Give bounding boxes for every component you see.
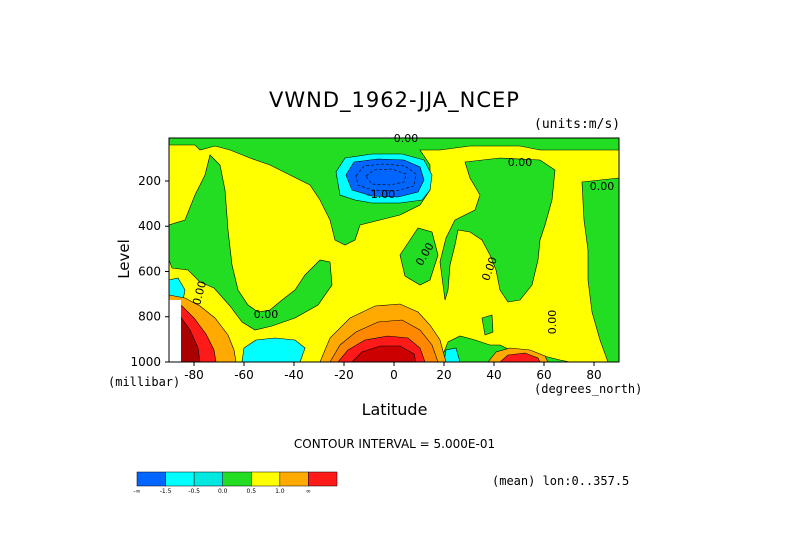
field-red-east	[499, 352, 541, 362]
field-darkred-central	[351, 345, 417, 362]
field-blue-top	[345, 158, 425, 198]
contour-label: 0.00	[394, 132, 419, 145]
colorbar: -∞ -1.5 -0.5 0.0 0.5 1.0 ∞	[133, 471, 338, 495]
contour-field	[169, 138, 619, 362]
colorbar-bin-red	[308, 471, 338, 487]
colorbar-bin-turquoise	[193, 471, 223, 487]
contour-dashed-2	[365, 168, 407, 186]
y-axis-unit: (millibar)	[108, 375, 181, 389]
x-axis-label: Latitude	[361, 400, 428, 419]
contour-label: 0.00	[508, 156, 533, 169]
y-tick-label: 800	[138, 310, 161, 324]
y-tick-label: 200	[138, 174, 161, 188]
x-axis: -80 -60 -40 -20 0 20 40 60 80	[184, 362, 602, 382]
field-green-center	[399, 227, 439, 286]
x-tick-label: -20	[334, 368, 354, 382]
x-axis-unit: (degrees_north)	[534, 382, 643, 396]
field-green-patch	[481, 314, 494, 336]
chart-title: VWND_1962-JJA_NCEP	[269, 88, 520, 112]
units-label: (units:m/s)	[534, 117, 621, 132]
x-tick-label: -80	[184, 368, 204, 382]
colorbar-label: -∞	[133, 488, 140, 495]
field-missing	[169, 300, 181, 362]
field-green-east	[439, 157, 556, 303]
contour-label: 0.00	[590, 180, 615, 193]
y-axis: 200 400 600 800 1000	[130, 174, 169, 369]
field-cyan-surface-small	[443, 347, 461, 362]
colorbar-bin-green	[222, 471, 252, 487]
contour-dashed-1	[355, 163, 417, 192]
field-cyan-surface-south	[241, 337, 306, 362]
x-tick-label: 60	[536, 368, 551, 382]
colorbar-bin-cyan	[165, 471, 195, 487]
x-tick-label: -60	[234, 368, 254, 382]
contour-label: 0.00	[190, 280, 209, 307]
colorbar-bin-orange	[279, 471, 309, 487]
colorbar-label: 1.0	[275, 488, 285, 495]
colorbar-label: 0.0	[218, 488, 228, 495]
contour-label: 0.00	[546, 310, 559, 335]
contour-interval-text: CONTOUR INTERVAL = 5.000E-01	[293, 437, 496, 451]
colorbar-label: -0.5	[188, 488, 200, 495]
x-tick-label: 20	[436, 368, 451, 382]
y-axis-label: Level	[114, 239, 133, 279]
colorbar-label: -1.5	[160, 488, 172, 495]
y-tick-label: 600	[138, 264, 161, 278]
field-green-far-east	[581, 177, 619, 362]
colorbar-label: ∞	[306, 488, 311, 495]
colorbar-label: 0.5	[247, 488, 257, 495]
contour-label: 0.00	[254, 308, 279, 321]
colorbar-bin-blue	[136, 471, 166, 487]
contour-label: -1.00	[367, 188, 395, 201]
field-green-west	[169, 154, 333, 331]
x-tick-label: 40	[486, 368, 501, 382]
colorbar-bin-yellow	[251, 471, 281, 487]
x-tick-label: 80	[586, 368, 601, 382]
mean-lon-text: (mean) lon:0..357.5	[492, 474, 630, 488]
y-tick-label: 1000	[130, 355, 161, 369]
y-tick-label: 400	[138, 219, 161, 233]
x-tick-label: 0	[390, 368, 398, 382]
x-tick-label: -40	[284, 368, 304, 382]
